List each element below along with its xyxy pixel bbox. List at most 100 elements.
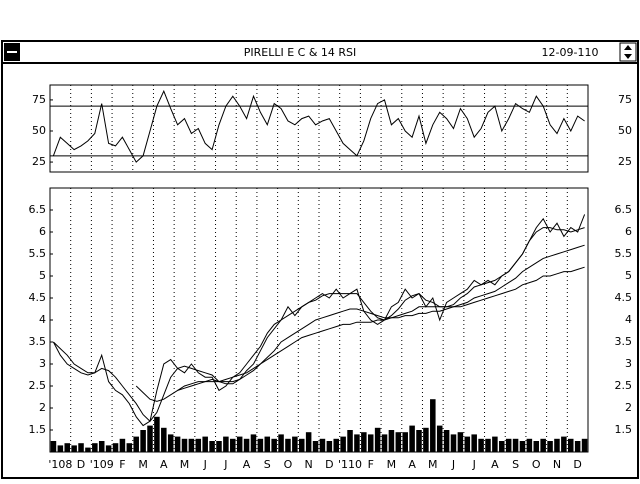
volume-bar xyxy=(119,438,126,452)
volume-bar xyxy=(71,445,77,452)
volume-bar xyxy=(333,438,340,452)
volume-bar xyxy=(416,430,422,452)
volume-bar xyxy=(450,434,457,452)
volume-bar xyxy=(326,441,333,452)
volume-bar xyxy=(464,436,471,452)
y-tick-label: 2.5 xyxy=(29,379,47,392)
volume-bar xyxy=(305,432,312,452)
volume-bar xyxy=(174,436,181,452)
x-tick-label: O xyxy=(284,458,293,471)
volume-bar xyxy=(409,425,415,452)
x-tick-label: D xyxy=(77,458,85,471)
volume-bar xyxy=(161,427,167,452)
volume-bar xyxy=(547,441,553,452)
y-tick-label: 3.5 xyxy=(29,335,47,348)
volume-bar xyxy=(554,438,560,452)
series-line xyxy=(177,266,585,391)
resize-box[interactable] xyxy=(619,42,637,62)
series-line xyxy=(135,244,585,402)
y-tick-label: 50 xyxy=(32,124,46,137)
volume-bar xyxy=(236,436,243,452)
close-icon xyxy=(7,51,17,53)
volume-bar xyxy=(533,441,540,452)
volume-bar xyxy=(292,436,298,452)
y-tick-label: 6 xyxy=(39,225,46,238)
volume-bar xyxy=(243,438,250,452)
y-tick-label: 5 xyxy=(39,269,46,282)
y-tick-label-right: 2 xyxy=(625,401,632,414)
y-tick-label: 75 xyxy=(32,93,46,106)
x-tick-label: '108 xyxy=(48,458,72,471)
volume-bar xyxy=(50,441,57,452)
volume-bar xyxy=(223,436,229,452)
volume-bar xyxy=(395,432,402,452)
volume-bar xyxy=(133,436,139,452)
volume-bar xyxy=(147,425,153,452)
x-tick-label: N xyxy=(305,458,313,471)
y-tick-label: 4.5 xyxy=(29,291,47,304)
volume-bar xyxy=(423,427,429,452)
volume-bar xyxy=(154,416,160,452)
x-tick-label: J xyxy=(223,458,227,471)
resize-icon xyxy=(624,45,632,59)
window-date: 12-09-110 xyxy=(542,46,599,59)
volume-bar xyxy=(264,436,271,452)
series-line xyxy=(53,227,585,422)
volume-bar xyxy=(485,438,491,452)
volume-bar xyxy=(361,432,367,452)
volume-bar xyxy=(167,434,174,452)
x-tick-label: D xyxy=(325,458,333,471)
x-tick-label: D xyxy=(573,458,581,471)
volume-bar xyxy=(478,438,484,452)
volume-bar xyxy=(216,441,222,452)
x-tick-label: A xyxy=(160,458,168,471)
volume-bar xyxy=(499,441,505,452)
volume-bar xyxy=(64,443,71,452)
volume-bar xyxy=(340,436,346,452)
y-tick-label-right: 5.5 xyxy=(615,247,633,260)
volume-bar xyxy=(78,443,84,452)
volume-bar xyxy=(388,430,395,452)
volume-bar xyxy=(471,434,477,452)
x-tick-label: F xyxy=(368,458,374,471)
y-tick-label-right: 3.5 xyxy=(615,335,633,348)
x-tick-label: '109 xyxy=(90,458,114,471)
x-tick-label: S xyxy=(264,458,271,471)
volume-bar xyxy=(567,438,574,452)
volume-bar xyxy=(271,438,277,452)
y-tick-label-right: 2.5 xyxy=(615,379,633,392)
volume-bar xyxy=(581,438,588,452)
y-tick-label: 4 xyxy=(39,313,46,326)
volume-bar xyxy=(574,441,581,452)
x-tick-label: M xyxy=(180,458,190,471)
volume-bar xyxy=(402,432,408,452)
volume-bar xyxy=(436,425,443,452)
x-tick-label: S xyxy=(512,458,519,471)
volume-bar xyxy=(112,443,119,452)
y-tick-label-right: 75 xyxy=(618,93,632,106)
volume-bar xyxy=(430,399,436,452)
volume-bar xyxy=(126,443,133,452)
volume-bar xyxy=(105,445,112,452)
volume-bar xyxy=(188,438,195,452)
volume-bar xyxy=(443,430,450,452)
x-tick-label: A xyxy=(408,458,416,471)
y-tick-label: 2 xyxy=(39,401,46,414)
x-tick-label: M xyxy=(138,458,148,471)
series-line xyxy=(52,89,585,163)
x-tick-label: A xyxy=(243,458,251,471)
y-tick-label-right: 6 xyxy=(625,225,632,238)
volume-bar xyxy=(312,441,319,452)
x-tick-label: M xyxy=(428,458,438,471)
y-tick-label: 1.5 xyxy=(29,423,47,436)
volume-bar xyxy=(298,438,305,452)
volume-bar xyxy=(561,436,567,452)
volume-bar xyxy=(512,438,519,452)
y-tick-label-right: 6.5 xyxy=(615,203,633,216)
x-tick-label: F xyxy=(119,458,125,471)
volume-bar xyxy=(354,434,360,452)
y-tick-label: 5.5 xyxy=(29,247,47,260)
volume-bar xyxy=(181,438,188,452)
volume-bar xyxy=(98,441,105,452)
